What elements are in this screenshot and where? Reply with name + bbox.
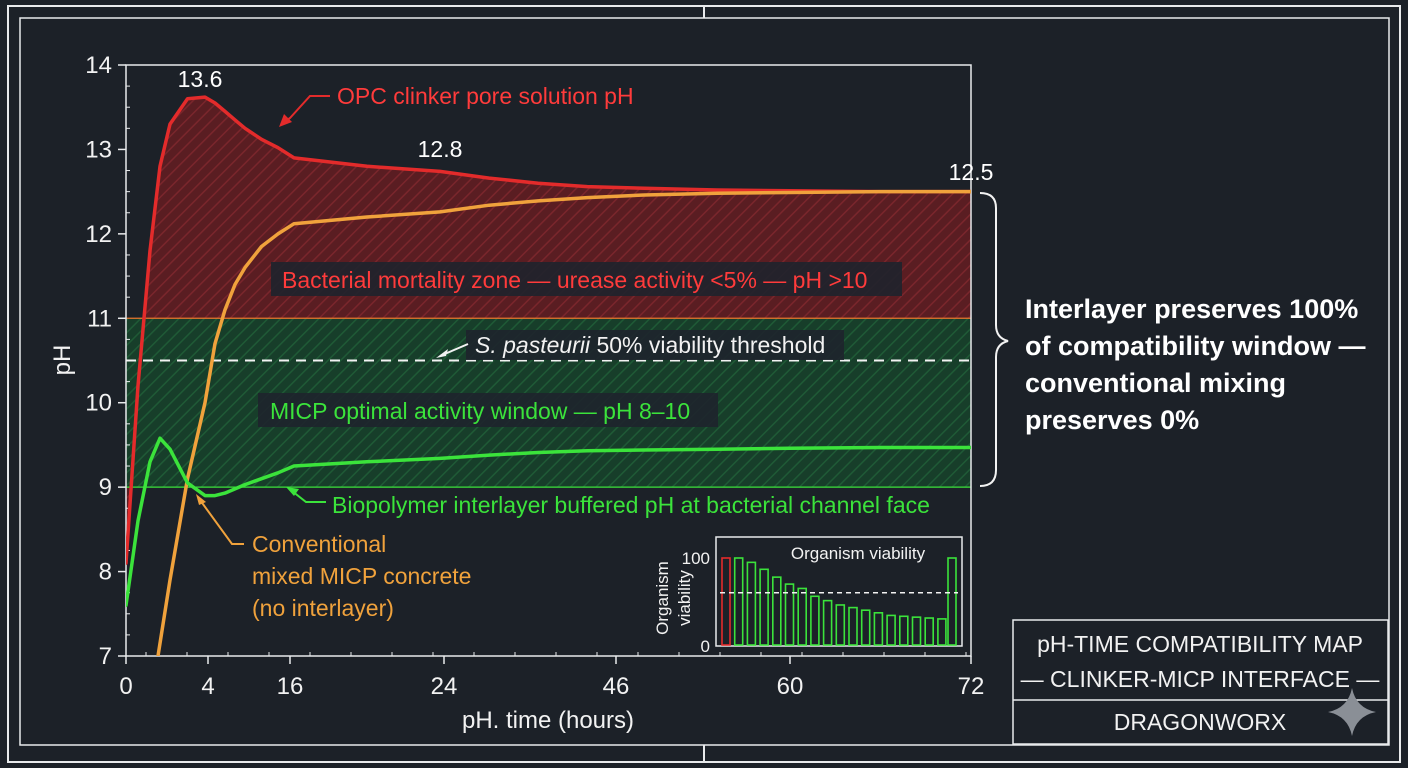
annotation-line-1: Interlayer preserves 100% bbox=[1025, 294, 1358, 324]
y-tick-label: 7 bbox=[99, 643, 112, 670]
inset-bar bbox=[898, 615, 909, 646]
x-tick-label: 0 bbox=[119, 673, 132, 700]
x-axis-title: pH. time (hours) bbox=[462, 707, 634, 734]
y-axis-title: pH bbox=[49, 345, 76, 376]
y-tick-label: 11 bbox=[87, 305, 112, 332]
inset-bar bbox=[835, 604, 846, 646]
inset-bar bbox=[848, 606, 858, 646]
mortality-label-bg bbox=[271, 262, 902, 296]
conventional-arrowhead bbox=[196, 494, 206, 505]
inset-y-tick-bottom: 0 bbox=[701, 637, 710, 656]
inset-bar bbox=[937, 618, 947, 646]
axes-layer: 7 8 9 10 11 12 13 14 0 4 16 24 46 60 72 pH. time (hours… bbox=[49, 52, 984, 734]
y-tick-label: 14 bbox=[85, 52, 112, 79]
y-tick-label: 10 bbox=[85, 390, 112, 417]
annotation-text: Interlayer preserves 100% of compatibili… bbox=[1025, 294, 1373, 435]
interlayer-curve-label: Biopolymer interlayer buffered pH at bac… bbox=[332, 492, 930, 518]
x-tick-label: 72 bbox=[958, 673, 985, 700]
mortality-zone-fill bbox=[126, 97, 971, 564]
annotation-line-3: conventional mixing bbox=[1025, 368, 1286, 398]
conventional-leader bbox=[199, 499, 244, 545]
x-tick-label: 60 bbox=[777, 673, 804, 700]
inset-bar bbox=[784, 583, 795, 646]
mortality-zone-label: Bacterial mortality zone — urease activi… bbox=[282, 267, 867, 293]
opc-curve-label: OPC clinker pore solution pH bbox=[337, 83, 634, 109]
inset-bar bbox=[860, 609, 871, 646]
inset-bar bbox=[822, 599, 833, 646]
x-tick-label: 46 bbox=[603, 673, 630, 700]
interlayer-arrowhead bbox=[286, 487, 299, 496]
y-tick-label: 13 bbox=[85, 136, 112, 163]
x-tick-label: 16 bbox=[277, 673, 304, 700]
title-line-2: — CLINKER-MICP INTERFACE — bbox=[1021, 666, 1380, 692]
inset-bar bbox=[771, 576, 782, 646]
inset-bar bbox=[947, 557, 957, 646]
y-tick-label: 9 bbox=[99, 474, 112, 501]
threshold-arrowhead bbox=[436, 349, 448, 358]
mid-value-label: 12.8 bbox=[418, 136, 463, 162]
brand-name: DRAGONWORX bbox=[1114, 709, 1287, 735]
inset-title: Organism viability bbox=[791, 544, 926, 563]
threshold-label: S. pasteurii 50% viability threshold bbox=[475, 332, 825, 358]
threshold-label-species: S. pasteurii bbox=[475, 332, 591, 358]
conventional-curve bbox=[156, 189, 971, 656]
inset-y-tick-top: 100 bbox=[682, 549, 710, 568]
interlayer-leader bbox=[291, 490, 326, 503]
end-value-label: 12.5 bbox=[949, 159, 994, 185]
conventional-curve-label-line: (no interlayer) bbox=[252, 595, 394, 621]
threshold-label-bg bbox=[466, 330, 844, 360]
inset-bar bbox=[746, 561, 757, 646]
opc-arrowhead bbox=[279, 114, 292, 127]
peak-value-label: 13.6 bbox=[178, 66, 223, 92]
window-bracket bbox=[979, 192, 1009, 487]
inset-bar bbox=[886, 614, 896, 646]
labels-layer: Bacterial mortality zone — urease activi… bbox=[178, 66, 994, 621]
interlayer-curve bbox=[126, 436, 971, 608]
inset-bar bbox=[810, 595, 820, 646]
x-tick-label: 24 bbox=[431, 673, 458, 700]
opc-leader bbox=[282, 95, 330, 124]
x-tick-label: 4 bbox=[201, 673, 214, 700]
annotation-line-2: of compatibility window — bbox=[1025, 331, 1366, 361]
inset-bar bbox=[873, 612, 884, 646]
curves-layer bbox=[126, 95, 971, 656]
optimal-zone-label: MICP optimal activity window — pH 8–10 bbox=[270, 398, 690, 424]
inset-bar bbox=[911, 616, 922, 646]
opc-curve bbox=[126, 95, 971, 565]
optimal-label-bg bbox=[258, 393, 718, 427]
threshold-label-rest: 50% viability threshold bbox=[590, 332, 825, 358]
conventional-curve-label-line: mixed MICP concrete bbox=[252, 563, 471, 589]
conventional-curve-label-line: Conventional bbox=[252, 531, 386, 557]
title-block: pH-TIME COMPATIBILITY MAP — CLINKER-MICP… bbox=[1012, 619, 1389, 745]
annotation-line-4: preserves 0% bbox=[1025, 405, 1199, 435]
inset-ylabel-2: viability bbox=[675, 570, 694, 626]
y-tick-label: 8 bbox=[99, 559, 112, 586]
inset-chart: Organism viability 100 0 Organism viability bbox=[653, 536, 963, 656]
inset-ylabel-1: Organism bbox=[653, 561, 672, 635]
title-line-1: pH-TIME COMPATIBILITY MAP bbox=[1037, 631, 1363, 657]
inset-bar bbox=[733, 557, 744, 646]
inset-bar bbox=[721, 557, 731, 646]
inset-bar bbox=[759, 568, 769, 646]
sparkle-icon bbox=[1328, 688, 1376, 736]
inset-bar bbox=[924, 617, 935, 646]
y-tick-label: 12 bbox=[85, 221, 112, 248]
inset-bar bbox=[797, 587, 808, 646]
